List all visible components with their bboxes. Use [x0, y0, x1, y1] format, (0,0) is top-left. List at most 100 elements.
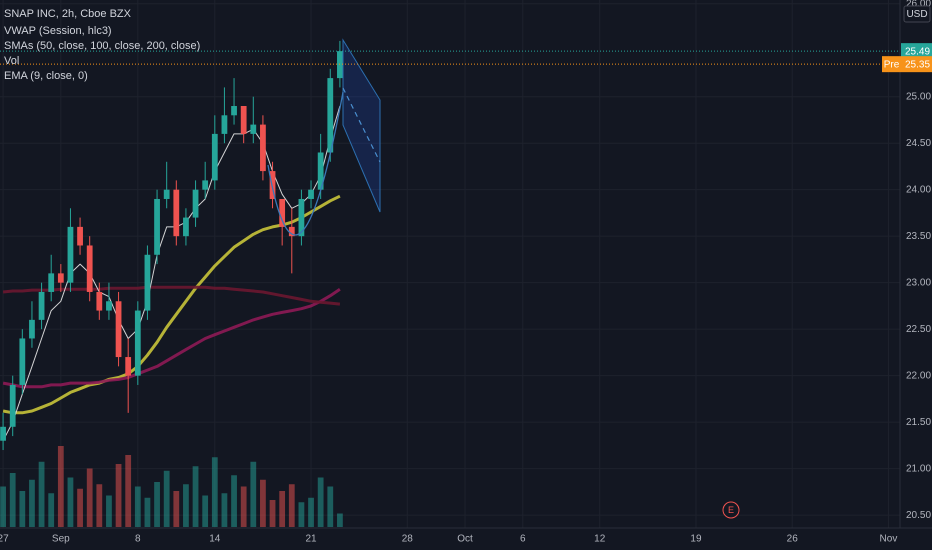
volume-bar — [192, 466, 199, 527]
candle-body — [163, 189, 170, 199]
volume-bar — [38, 461, 45, 527]
y-tick-label: 22.50 — [906, 324, 931, 335]
volume-bar — [240, 486, 247, 527]
projection-midline — [342, 87, 381, 163]
candle-body — [317, 152, 324, 190]
volume-bar — [231, 475, 237, 527]
volume-bar — [337, 513, 343, 527]
premarket-price-label: 25.35 — [905, 59, 930, 70]
last-price-box — [901, 43, 932, 60]
volume-bar — [173, 491, 180, 527]
volume-bar — [96, 484, 103, 527]
indicator-legend: SMAs (50, close, 100, close, 200, close) — [4, 40, 200, 52]
candle-body — [144, 254, 151, 311]
x-tick-label: 8 — [135, 534, 141, 545]
candle-body — [106, 301, 112, 311]
volume-bar — [279, 491, 286, 527]
candles — [0, 40, 343, 451]
price-lines — [0, 50, 900, 65]
indicator-legend: Vol — [4, 55, 19, 67]
volume-bar — [115, 464, 122, 527]
y-tick-label: 21.00 — [906, 463, 931, 474]
indicator-legend: VWAP (Session, hlc3) — [4, 25, 112, 37]
candle-body — [173, 189, 180, 237]
volume-bar — [221, 493, 228, 527]
volume-bar — [86, 468, 93, 527]
volume-bar — [48, 493, 55, 527]
currency-box[interactable] — [903, 5, 931, 23]
premarket-tag-box — [882, 56, 901, 73]
volume-bar — [163, 470, 170, 527]
y-tick-label: 24.00 — [906, 184, 931, 195]
earnings-icon[interactable] — [722, 501, 740, 519]
x-tick-label: 21 — [305, 534, 317, 545]
y-tick-label: 21.50 — [906, 417, 931, 428]
price-axis — [900, 0, 932, 550]
candle-body — [211, 133, 218, 181]
candle-body — [250, 124, 257, 134]
premarket-price-box — [901, 56, 932, 73]
candle-body — [298, 198, 305, 237]
volume-bar — [308, 497, 314, 527]
volume-bar — [288, 484, 295, 527]
volume-bar — [19, 491, 26, 527]
candle-body — [57, 273, 64, 283]
volume-bar — [125, 455, 132, 527]
candle-body — [77, 226, 83, 246]
indicator-legend: EMA (9, close, 0) — [4, 70, 88, 82]
candle-body — [231, 106, 237, 116]
earnings-marker: E — [728, 505, 734, 515]
candle-body — [240, 106, 247, 134]
candle-body — [288, 226, 295, 237]
overlay-line — [2, 105, 341, 441]
volume-bar — [134, 486, 141, 527]
volume-bar — [260, 479, 266, 527]
candle-body — [19, 338, 26, 385]
chart-title: SNAP INC, 2h, Cboe BZX — [4, 8, 132, 20]
volume-bar — [144, 497, 151, 527]
x-tick-label: 12 — [594, 534, 606, 545]
candle-body — [67, 226, 74, 283]
x-tick-label: 26 — [787, 534, 799, 545]
candle-body — [0, 426, 6, 441]
y-tick-label: 23.50 — [906, 231, 931, 242]
volume-bar — [327, 486, 334, 527]
projection-channel — [342, 38, 381, 213]
currency: USD — [906, 9, 927, 20]
candle-body — [327, 78, 334, 153]
candle-body — [48, 273, 55, 292]
volume-bar — [0, 486, 6, 527]
candle-body — [192, 189, 199, 218]
y-tick-label: 23.00 — [906, 277, 931, 288]
volume-bar — [57, 446, 64, 527]
candle-body — [134, 310, 141, 376]
candle-body — [86, 245, 93, 292]
candle-body — [115, 301, 122, 358]
candle-body — [221, 115, 228, 134]
volume-bar — [202, 495, 209, 527]
x-tick-label: 19 — [690, 534, 702, 545]
volume-bar — [77, 488, 83, 527]
x-tick-label: Nov — [880, 534, 898, 545]
x-tick-label: Oct — [457, 534, 473, 545]
candle-body — [154, 198, 160, 255]
candle-body — [29, 319, 35, 339]
volume-bar — [67, 477, 74, 527]
volume-bar — [183, 484, 189, 527]
overlay-line — [2, 285, 341, 306]
pattern-drawing — [267, 38, 381, 236]
candle-body — [38, 291, 45, 320]
volume-bar — [154, 482, 160, 527]
volume-bar — [317, 477, 324, 527]
candle-body — [260, 124, 266, 172]
volume-bar — [29, 479, 35, 527]
candle-body — [9, 384, 16, 427]
candle-body — [183, 217, 189, 237]
candle-body — [125, 357, 132, 376]
volume-bar — [250, 461, 257, 527]
y-tick-label: 26.00 — [906, 0, 931, 9]
volume — [0, 446, 343, 527]
